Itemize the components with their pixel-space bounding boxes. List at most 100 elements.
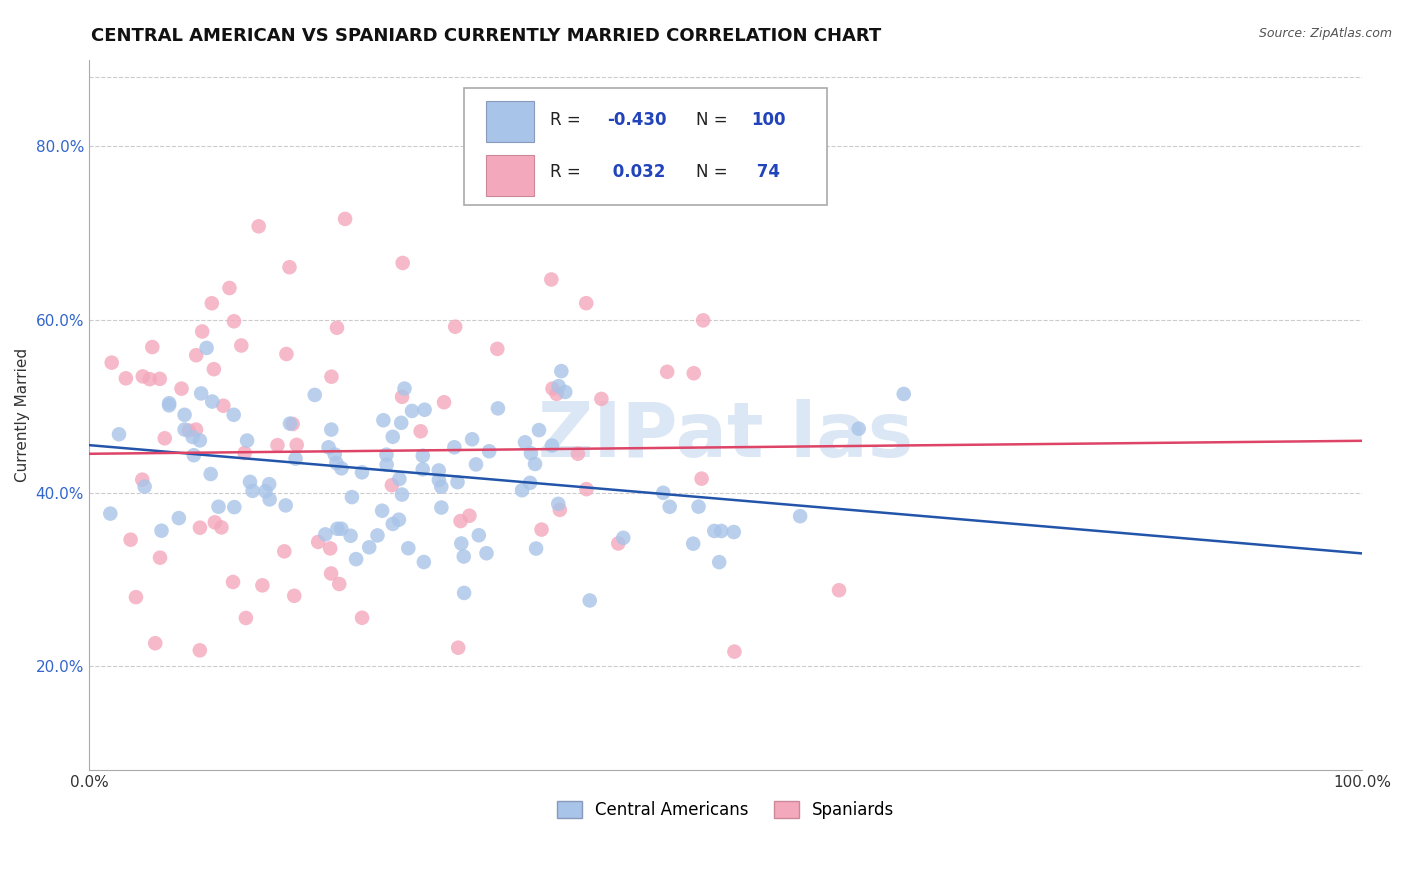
Point <box>131 473 153 487</box>
Point <box>236 434 259 448</box>
Point <box>682 536 704 550</box>
Point <box>350 466 373 480</box>
Text: 100: 100 <box>751 112 786 129</box>
Point <box>184 423 207 437</box>
Point <box>444 319 467 334</box>
Point <box>314 527 336 541</box>
Point <box>371 504 394 518</box>
Point <box>339 529 361 543</box>
Point <box>307 535 329 549</box>
Point <box>157 398 180 412</box>
Point <box>703 524 725 538</box>
Point <box>430 480 453 494</box>
Point <box>453 586 475 600</box>
Point <box>709 555 731 569</box>
Point <box>281 417 304 431</box>
Point <box>231 338 253 352</box>
Point <box>591 392 613 406</box>
Point <box>209 520 232 534</box>
Point <box>321 369 343 384</box>
Point <box>188 643 211 657</box>
FancyBboxPatch shape <box>486 155 534 196</box>
Point <box>541 439 564 453</box>
Point <box>468 528 491 542</box>
Point <box>239 475 262 489</box>
Text: 74: 74 <box>751 163 780 181</box>
Text: R =: R = <box>550 112 581 129</box>
Point <box>554 384 576 399</box>
Point <box>188 434 211 448</box>
Point <box>413 402 436 417</box>
Point <box>224 500 246 515</box>
Point <box>682 366 704 380</box>
Point <box>430 500 453 515</box>
Point <box>710 524 733 538</box>
Point <box>134 480 156 494</box>
Point <box>325 456 347 470</box>
Point <box>453 549 475 564</box>
Point <box>259 492 281 507</box>
Point <box>173 408 195 422</box>
Point <box>530 523 553 537</box>
Text: 0.032: 0.032 <box>607 163 665 181</box>
Point <box>191 325 214 339</box>
Point <box>391 256 413 270</box>
Point <box>278 417 301 431</box>
Point <box>527 423 550 437</box>
Point <box>254 484 277 499</box>
Point <box>149 372 172 386</box>
Point <box>756 166 779 180</box>
Point <box>510 483 533 498</box>
Point <box>446 475 468 490</box>
Point <box>391 390 413 404</box>
Point <box>115 371 138 385</box>
Point <box>607 536 630 550</box>
Point <box>108 427 131 442</box>
Y-axis label: Currently Married: Currently Married <box>15 348 30 482</box>
Text: -0.430: -0.430 <box>607 112 666 129</box>
Point <box>513 435 536 450</box>
Point <box>330 522 353 536</box>
Point <box>427 473 450 487</box>
Point <box>524 457 547 471</box>
Point <box>218 281 240 295</box>
Point <box>149 550 172 565</box>
Point <box>170 382 193 396</box>
Point <box>427 463 450 477</box>
FancyBboxPatch shape <box>486 101 534 142</box>
Point <box>547 497 569 511</box>
Point <box>319 566 342 581</box>
Point <box>541 382 564 396</box>
Point <box>222 314 245 328</box>
Point <box>567 447 589 461</box>
Point <box>381 430 404 444</box>
Point <box>381 478 404 492</box>
Point <box>409 425 432 439</box>
Point <box>412 555 434 569</box>
Point <box>257 477 280 491</box>
Point <box>153 431 176 445</box>
Point <box>366 528 388 542</box>
Point <box>181 430 204 444</box>
Point <box>388 513 411 527</box>
Point <box>319 541 342 556</box>
Point <box>278 260 301 275</box>
FancyBboxPatch shape <box>464 88 827 205</box>
Point <box>381 516 404 531</box>
Point <box>893 387 915 401</box>
Point <box>201 296 224 310</box>
Point <box>412 462 434 476</box>
Point <box>548 503 571 517</box>
Text: CENTRAL AMERICAN VS SPANIARD CURRENTLY MARRIED CORRELATION CHART: CENTRAL AMERICAN VS SPANIARD CURRENTLY M… <box>91 27 882 45</box>
Point <box>391 487 413 501</box>
Point <box>326 320 349 334</box>
Point <box>150 524 173 538</box>
Point <box>204 516 226 530</box>
Point <box>304 388 326 402</box>
Text: N =: N = <box>696 163 728 181</box>
Point <box>188 521 211 535</box>
Point <box>252 578 274 592</box>
Point <box>486 342 509 356</box>
Point <box>212 399 235 413</box>
Point <box>692 313 714 327</box>
